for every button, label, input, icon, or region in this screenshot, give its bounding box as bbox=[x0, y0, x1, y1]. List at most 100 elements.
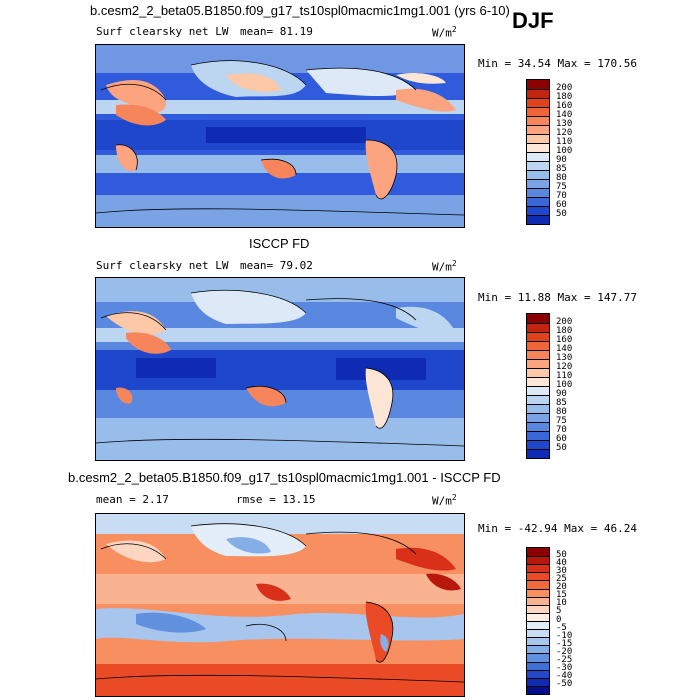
panel2-colorbar bbox=[526, 313, 550, 459]
colorbar-swatch bbox=[527, 572, 549, 581]
colorbar-swatch bbox=[527, 413, 549, 422]
colorbar-swatch bbox=[527, 588, 549, 597]
colorbar-tick-label: 5 bbox=[556, 606, 562, 617]
colorbar-swatch bbox=[527, 604, 549, 613]
colorbar-tick-label: 120 bbox=[556, 361, 573, 372]
colorbar-swatch bbox=[527, 368, 549, 377]
colorbar-tick-label: 140 bbox=[556, 109, 573, 120]
colorbar-tick-label: 120 bbox=[556, 127, 573, 138]
colorbar-swatch bbox=[527, 637, 549, 646]
colorbar-tick-label: 60 bbox=[556, 199, 567, 210]
colorbar-swatch bbox=[527, 179, 549, 188]
colorbar-swatch bbox=[527, 170, 549, 179]
colorbar-swatch bbox=[527, 386, 549, 395]
colorbar-swatch bbox=[527, 377, 549, 386]
panel2-map-field bbox=[96, 278, 464, 460]
colorbar-tick-label: 100 bbox=[556, 379, 573, 390]
colorbar-tick-label: -50 bbox=[556, 679, 573, 690]
panel3-minmax: Min = -42.94 Max = 46.24 bbox=[478, 522, 637, 535]
colorbar-tick-label: 75 bbox=[556, 181, 567, 192]
colorbar-tick-label: -15 bbox=[556, 638, 573, 649]
panel1-map bbox=[95, 44, 465, 228]
colorbar-tick-label: 90 bbox=[556, 388, 567, 399]
colorbar-swatch bbox=[527, 669, 549, 678]
colorbar-swatch bbox=[527, 580, 549, 589]
colorbar-swatch bbox=[527, 449, 549, 458]
panel1-minmax: Min = 34.54 Max = 170.56 bbox=[478, 57, 637, 70]
panel1-units: W/m2 bbox=[432, 25, 457, 40]
panel3-title: b.cesm2_2_beta05.B1850.f09_g17_ts10spl0m… bbox=[68, 470, 501, 485]
colorbar-tick-label: 180 bbox=[556, 91, 573, 102]
panel3-map bbox=[95, 513, 465, 697]
colorbar-tick-label: -20 bbox=[556, 646, 573, 657]
season-label: DJF bbox=[512, 8, 554, 33]
panel1-mean: mean= 81.19 bbox=[240, 25, 313, 38]
colorbar-tick-label: 130 bbox=[556, 118, 573, 129]
colorbar-tick-label: 50 bbox=[556, 549, 567, 560]
colorbar-swatch bbox=[527, 89, 549, 98]
colorbar-tick-label: 50 bbox=[556, 208, 567, 219]
colorbar-swatch bbox=[527, 677, 549, 686]
panel3-units: W/m2 bbox=[432, 493, 457, 508]
colorbar-swatch bbox=[527, 612, 549, 621]
panel3-mean: mean = 2.17 bbox=[96, 493, 169, 506]
panel3-rmse: rmse = 13.15 bbox=[236, 493, 316, 506]
colorbar-swatch bbox=[527, 422, 549, 431]
colorbar-tick-label: 0 bbox=[556, 614, 562, 625]
colorbar-tick-label: 140 bbox=[556, 343, 573, 354]
colorbar-swatch bbox=[527, 653, 549, 662]
panel1-map-field bbox=[96, 45, 464, 227]
colorbar-swatch bbox=[527, 596, 549, 605]
colorbar-tick-label: 200 bbox=[556, 82, 573, 93]
colorbar-tick-label: 50 bbox=[556, 442, 567, 453]
colorbar-swatch bbox=[527, 116, 549, 125]
panel3-colorbar bbox=[526, 547, 550, 695]
colorbar-swatch bbox=[527, 404, 549, 413]
colorbar-swatch bbox=[527, 431, 549, 440]
colorbar-tick-label: 30 bbox=[556, 565, 567, 576]
colorbar-tick-label: -25 bbox=[556, 655, 573, 666]
colorbar-swatch bbox=[527, 440, 549, 449]
colorbar-tick-label: 85 bbox=[556, 163, 567, 174]
colorbar-tick-label: -10 bbox=[556, 630, 573, 641]
colorbar-swatch bbox=[527, 332, 549, 341]
panel2-title: ISCCP FD bbox=[249, 236, 310, 251]
colorbar-swatch bbox=[527, 645, 549, 654]
panel3-map-field bbox=[96, 514, 464, 696]
colorbar-swatch bbox=[527, 621, 549, 630]
colorbar-tick-label: -5 bbox=[556, 622, 567, 633]
panel2-units: W/m2 bbox=[432, 259, 457, 274]
panel1-title: b.cesm2_2_beta05.B1850.f09_g17_ts10spl0m… bbox=[90, 3, 510, 18]
colorbar-swatch bbox=[527, 98, 549, 107]
colorbar-tick-label: 70 bbox=[556, 190, 567, 201]
panel2-variable: Surf clearsky net LW bbox=[96, 259, 229, 272]
colorbar-tick-label: 75 bbox=[556, 415, 567, 426]
colorbar-tick-label: 200 bbox=[556, 316, 573, 327]
colorbar-tick-label: 130 bbox=[556, 352, 573, 363]
colorbar-tick-label: 70 bbox=[556, 424, 567, 435]
colorbar-swatch bbox=[527, 125, 549, 134]
colorbar-swatch bbox=[527, 350, 549, 359]
colorbar-swatch bbox=[527, 323, 549, 332]
colorbar-swatch bbox=[527, 564, 549, 573]
colorbar-swatch bbox=[527, 80, 549, 89]
colorbar-tick-label: 15 bbox=[556, 590, 567, 601]
colorbar-swatch bbox=[527, 161, 549, 170]
colorbar-swatch bbox=[527, 107, 549, 116]
colorbar-tick-label: 180 bbox=[556, 325, 573, 336]
colorbar-swatch bbox=[527, 359, 549, 368]
colorbar-tick-label: 90 bbox=[556, 154, 567, 165]
colorbar-tick-label: -40 bbox=[556, 671, 573, 682]
colorbar-swatch bbox=[527, 629, 549, 638]
colorbar-tick-label: 100 bbox=[556, 145, 573, 156]
colorbar-swatch bbox=[527, 215, 549, 224]
colorbar-swatch bbox=[527, 556, 549, 565]
colorbar-tick-label: 80 bbox=[556, 406, 567, 417]
panel2-map bbox=[95, 277, 465, 461]
colorbar-swatch bbox=[527, 685, 549, 694]
colorbar-swatch bbox=[527, 188, 549, 197]
panel1-variable: Surf clearsky net LW bbox=[96, 25, 229, 38]
colorbar-tick-label: 40 bbox=[556, 557, 567, 568]
colorbar-swatch bbox=[527, 341, 549, 350]
colorbar-tick-label: 25 bbox=[556, 573, 567, 584]
